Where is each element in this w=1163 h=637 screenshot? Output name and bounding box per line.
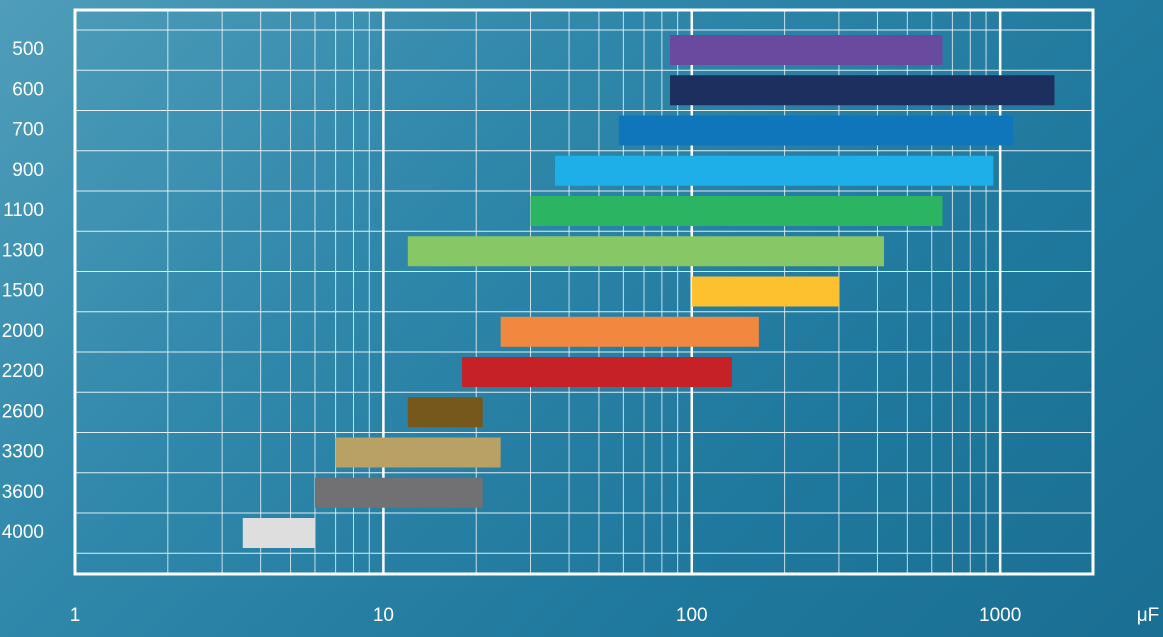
range-bar (335, 437, 501, 468)
range-bar (530, 196, 943, 226)
y-tick-label: 3600 (2, 482, 44, 503)
x-tick-label: 100 (676, 605, 708, 626)
y-tick-label: 2600 (2, 401, 44, 422)
x-tick-label: 10 (373, 605, 394, 626)
range-bar (314, 477, 483, 508)
range-bar (554, 155, 994, 186)
plot-frame (73, 8, 1095, 576)
y-tick-label: 3300 (2, 442, 44, 463)
range-bar (407, 236, 884, 267)
x-tick-label: 1 (70, 605, 81, 626)
y-tick-label: 1100 (3, 200, 44, 221)
range-bar (670, 35, 943, 65)
range-bar (618, 115, 1013, 146)
range-bar (500, 316, 759, 347)
range-bar (670, 75, 1055, 106)
range-bar (462, 357, 732, 387)
range-bar (242, 518, 315, 548)
y-tick-label: 700 (12, 120, 44, 141)
x-axis-label: μF (1137, 605, 1160, 626)
y-tick-label: 2200 (2, 361, 44, 382)
range-bar (407, 397, 483, 428)
y-tick-label: 500 (12, 39, 44, 60)
y-tick-label: 4000 (2, 522, 44, 543)
y-tick-label: 1500 (2, 281, 44, 302)
y-tick-label: 600 (12, 79, 44, 100)
y-tick-label: 2000 (2, 321, 44, 342)
x-tick-label: 1000 (979, 605, 1021, 626)
y-tick-label: 900 (12, 160, 44, 181)
y-tick-label: 1300 (2, 240, 44, 261)
range-bar (691, 276, 839, 307)
